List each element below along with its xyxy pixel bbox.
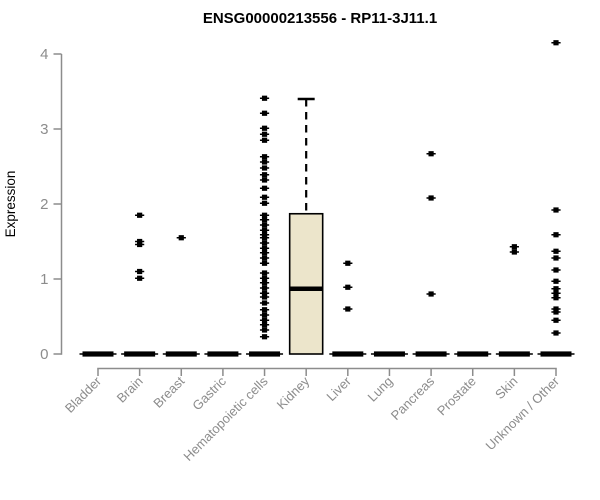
outlier-point xyxy=(553,278,559,284)
outlier-point xyxy=(261,194,268,200)
x-tick-label: Liver xyxy=(323,373,354,404)
collapsed-box xyxy=(249,351,281,357)
y-tick-label: 2 xyxy=(40,196,48,213)
outlier-point xyxy=(553,317,559,323)
x-tick-label: Unknown / Other xyxy=(483,373,563,453)
outlier-point xyxy=(261,307,268,313)
collapsed-box xyxy=(540,351,572,357)
outlier-point xyxy=(261,255,268,261)
collapsed-box xyxy=(332,351,364,357)
outlier-point xyxy=(261,245,268,251)
collapsed-box xyxy=(498,351,530,357)
outlier-point xyxy=(261,232,268,238)
y-tick-label: 4 xyxy=(40,46,48,63)
outlier-point xyxy=(261,317,268,323)
outlier-point xyxy=(553,207,559,213)
outlier-point xyxy=(261,222,268,228)
outlier-point xyxy=(553,295,559,301)
outlier-point xyxy=(261,327,268,333)
box xyxy=(288,212,324,355)
y-tick-label: 0 xyxy=(40,346,48,363)
outlier-point xyxy=(428,195,434,201)
outlier-point xyxy=(261,260,268,266)
x-tick-label: Breast xyxy=(150,373,187,410)
outlier-point xyxy=(261,250,268,256)
outlier-point xyxy=(261,212,268,218)
y-tick-label: 3 xyxy=(40,121,48,138)
outlier-point xyxy=(261,227,268,233)
outlier-point xyxy=(261,235,268,241)
outlier-point xyxy=(261,322,268,328)
outlier-point xyxy=(261,165,268,171)
outlier-point xyxy=(553,306,559,312)
outlier-point xyxy=(137,268,143,275)
outlier-point xyxy=(137,275,143,281)
outlier-point xyxy=(553,286,559,292)
outlier-point xyxy=(553,248,559,254)
outlier-point xyxy=(261,95,268,101)
outlier-point xyxy=(345,284,351,290)
outlier-point xyxy=(345,306,351,312)
outlier-point xyxy=(178,235,184,241)
x-tick-label: Prostate xyxy=(434,374,479,419)
outlier-point xyxy=(261,300,268,306)
outlier-point xyxy=(137,238,143,245)
outlier-point xyxy=(511,249,517,255)
outlier-point xyxy=(345,260,351,266)
outlier-point xyxy=(261,270,268,276)
outlier-point xyxy=(261,217,268,223)
outlier-point xyxy=(261,131,268,137)
collapsed-box xyxy=(415,351,447,357)
collapsed-box xyxy=(207,351,239,357)
collapsed-box xyxy=(165,351,197,357)
outlier-point xyxy=(261,275,268,281)
outlier-point xyxy=(261,185,268,191)
outlier-point xyxy=(428,291,434,297)
outlier-point xyxy=(137,212,143,218)
outlier-point xyxy=(261,110,268,116)
y-tick-label: 1 xyxy=(40,271,48,288)
outlier-point xyxy=(553,255,559,261)
outlier-point xyxy=(261,200,268,206)
x-tick-label: Gastric xyxy=(189,373,229,413)
outlier-point xyxy=(261,177,268,183)
outlier-point xyxy=(261,312,268,318)
outlier-point xyxy=(261,125,268,131)
outlier-point xyxy=(261,290,268,296)
outlier-point xyxy=(553,232,559,238)
outlier-point xyxy=(553,290,559,296)
x-tick-label: Lung xyxy=(365,374,396,405)
x-tick-label: Bladder xyxy=(62,373,105,416)
x-tick-label: Brain xyxy=(114,374,146,406)
collapsed-box xyxy=(457,351,489,357)
outlier-point xyxy=(261,280,268,286)
chart-title: ENSG00000213556 - RP11-3J11.1 xyxy=(203,10,437,27)
collapsed-box xyxy=(373,351,405,357)
outlier-point xyxy=(261,159,268,165)
y-axis-label: Expression xyxy=(3,171,18,238)
outlier-point xyxy=(428,151,434,157)
outlier-point xyxy=(261,285,268,291)
outlier-point xyxy=(553,267,559,273)
outlier-point xyxy=(553,309,559,315)
x-tick-label: Skin xyxy=(492,374,520,402)
outlier-point xyxy=(261,240,268,246)
outlier-point xyxy=(261,294,268,300)
outlier-point xyxy=(511,244,517,250)
x-tick-label: Kidney xyxy=(274,373,313,412)
collapsed-box xyxy=(82,351,114,357)
outlier-point xyxy=(261,137,268,143)
collapsed-box xyxy=(124,351,156,357)
outlier-point xyxy=(261,172,268,178)
outlier-point xyxy=(261,154,268,160)
outlier-point xyxy=(261,334,268,340)
outlier-point xyxy=(553,40,559,46)
x-tick-label: Pancreas xyxy=(388,373,438,423)
outlier-point xyxy=(137,241,143,248)
outlier-point xyxy=(553,330,559,336)
